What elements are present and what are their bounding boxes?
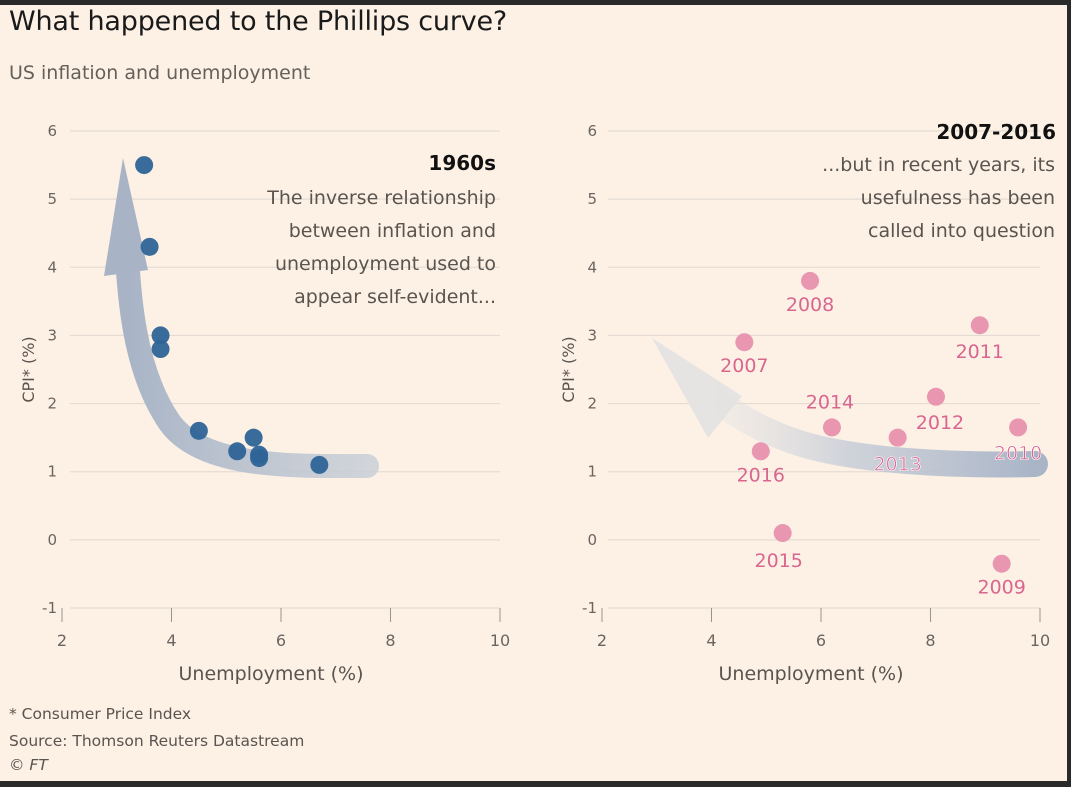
data-point xyxy=(250,449,269,468)
data-point xyxy=(140,237,159,256)
data-point xyxy=(151,326,170,345)
data-point-label: 2014 xyxy=(806,391,854,413)
y-axis-label: CPI* (%) xyxy=(19,336,38,402)
data-point xyxy=(888,428,907,447)
x-tick-label: 2 xyxy=(57,631,67,650)
x-axis-label: Unemployment (%) xyxy=(179,663,364,685)
data-point xyxy=(244,428,263,447)
y-tick-label: 2 xyxy=(47,395,57,413)
annotation-line: between inflation and xyxy=(289,220,496,242)
window-frame-top xyxy=(0,0,1071,5)
y-tick-label: 4 xyxy=(47,258,57,276)
chart-panel-1: -1 0 1 2 3 4 5 6 2 4 6 8 10 Unemployment (%) CPI* (%) 1… xyxy=(19,122,510,685)
window-frame-right xyxy=(1067,0,1071,787)
data-point xyxy=(801,271,820,290)
data-point xyxy=(151,340,170,359)
y-tick-label: 2 xyxy=(587,395,597,413)
data-point-label: 2013 xyxy=(873,454,921,476)
chart-title: What happened to the Phillips curve? xyxy=(9,6,508,37)
y-tick-label: -1 xyxy=(42,599,57,617)
data-point xyxy=(189,421,208,440)
data-point xyxy=(228,442,247,461)
data-point xyxy=(822,418,841,437)
annotation-line: appear self-evident... xyxy=(294,286,496,308)
y-tick-label: 5 xyxy=(47,190,57,208)
y-tick-label: 6 xyxy=(47,122,57,140)
data-point-label: 2012 xyxy=(916,412,964,434)
data-point-label: 2015 xyxy=(754,550,802,572)
chart-panel-2: -1 0 1 2 3 4 5 6 2 4 6 8 10 Unemployment (%) CPI* (%) 2… xyxy=(559,120,1056,685)
annotation-line: unemployment used to xyxy=(275,253,496,275)
y-axis-label: CPI* (%) xyxy=(559,336,578,402)
x-tick-label: 10 xyxy=(490,631,510,650)
source-note: Source: Thomson Reuters Datastream xyxy=(9,732,305,750)
x-tick-label: 4 xyxy=(706,631,716,650)
data-point-label: 2016 xyxy=(737,464,785,486)
data-point xyxy=(735,333,754,352)
data-point xyxy=(1009,418,1028,437)
data-point-label: 2010 xyxy=(994,442,1042,464)
data-point-label: 2008 xyxy=(786,294,834,316)
x-tick-label: 4 xyxy=(166,631,176,650)
trend-arrow-shaft xyxy=(682,369,1048,478)
x-tick-label: 2 xyxy=(597,631,607,650)
x-tick-label: 10 xyxy=(1030,631,1050,650)
window-frame-bottom xyxy=(0,781,1071,787)
data-point xyxy=(992,554,1011,573)
panel-title: 2007-2016 xyxy=(936,120,1056,144)
x-tick-label: 6 xyxy=(816,631,826,650)
y-tick-label: -1 xyxy=(582,599,597,617)
y-tick-label: 1 xyxy=(587,463,597,481)
data-point-label: 2011 xyxy=(956,341,1004,363)
y-tick-label: 1 xyxy=(47,463,57,481)
x-tick-label: 8 xyxy=(925,631,935,650)
data-point xyxy=(135,156,154,175)
x-axis-label: Unemployment (%) xyxy=(719,663,904,685)
x-tick-label: 8 xyxy=(385,631,395,650)
panel-title: 1960s xyxy=(428,151,496,175)
y-tick-label: 3 xyxy=(47,326,57,344)
trend-arrow-shaft xyxy=(114,218,379,479)
data-point xyxy=(751,442,770,461)
y-tick-label: 4 xyxy=(587,258,597,276)
y-tick-label: 5 xyxy=(587,190,597,208)
annotation-line: The inverse relationship xyxy=(266,187,496,209)
data-point-label: 2007 xyxy=(720,355,768,377)
chart-subtitle: US inflation and unemployment xyxy=(9,62,311,84)
y-tick-label: 6 xyxy=(587,122,597,140)
data-point xyxy=(970,316,989,335)
y-tick-label: 0 xyxy=(47,531,57,549)
y-tick-label: 0 xyxy=(587,531,597,549)
data-point xyxy=(310,455,329,474)
data-point xyxy=(926,387,945,406)
copyright: © FT xyxy=(9,756,48,774)
y-tick-label: 3 xyxy=(587,326,597,344)
data-point xyxy=(773,524,792,543)
annotation-line: usefulness has been xyxy=(861,187,1055,209)
trend-arrow-head xyxy=(104,158,148,276)
annotation-line: called into question xyxy=(868,220,1055,242)
trend-arrow-head xyxy=(652,338,742,438)
data-point-label: 2009 xyxy=(977,577,1025,599)
x-tick-label: 6 xyxy=(276,631,286,650)
annotation-line: ...but in recent years, its xyxy=(822,154,1055,176)
footnote: * Consumer Price Index xyxy=(9,705,192,723)
